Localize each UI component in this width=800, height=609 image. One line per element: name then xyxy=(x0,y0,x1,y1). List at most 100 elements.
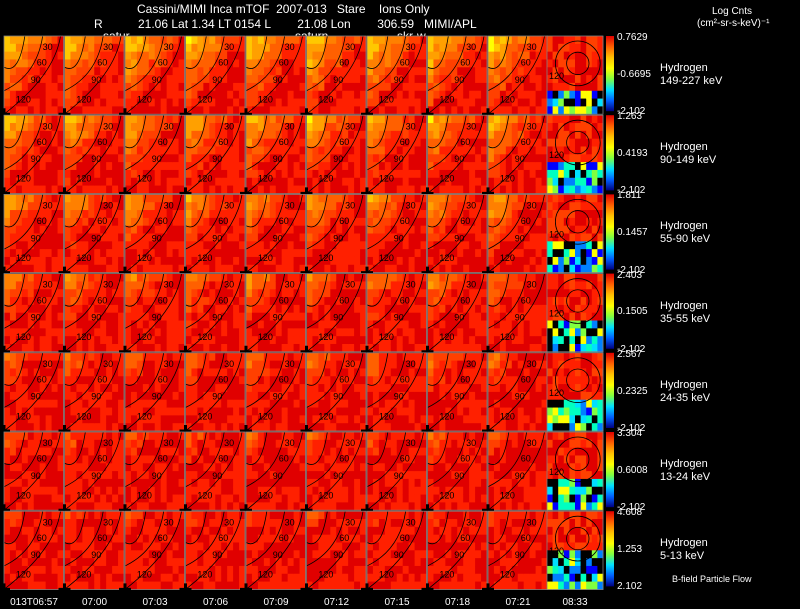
heatmap-cell xyxy=(396,320,404,329)
heatmap-cell xyxy=(414,312,422,322)
heatmap-cell xyxy=(239,225,246,234)
heatmap-cell xyxy=(586,336,593,345)
heatmap-cell xyxy=(82,123,89,132)
heatmap-cell xyxy=(575,304,582,314)
heatmap-cell xyxy=(154,423,162,432)
heatmap-cell xyxy=(130,249,138,258)
heatmap-cell xyxy=(330,194,337,203)
heatmap-cell xyxy=(82,384,89,393)
heatmap-cell xyxy=(463,115,470,124)
heatmap-cell xyxy=(130,320,138,329)
heatmap-cell xyxy=(76,75,83,84)
heatmap-cell xyxy=(82,185,89,194)
heatmap-cell xyxy=(511,289,519,298)
heatmap-cell xyxy=(580,297,587,306)
heatmap-cell xyxy=(82,289,89,298)
heatmap-cell xyxy=(414,43,422,53)
heatmap-cell xyxy=(499,217,507,227)
heatmap-cell xyxy=(535,256,543,266)
heatmap-cell xyxy=(269,138,277,147)
heatmap-cell xyxy=(354,217,361,227)
heatmap-cell xyxy=(586,273,593,282)
heatmap-cell xyxy=(4,185,11,194)
heatmap-cell xyxy=(197,154,204,163)
heatmap-cell xyxy=(221,106,228,115)
heatmap-cell xyxy=(45,67,53,76)
heatmap-cell xyxy=(203,225,210,234)
heatmap-cell xyxy=(312,415,319,424)
heatmap-cell xyxy=(154,281,162,290)
heatmap-cell xyxy=(263,59,271,68)
heatmap-cell xyxy=(39,154,47,163)
heatmap-cell xyxy=(367,194,374,203)
heatmap-cell xyxy=(580,289,587,298)
heatmap-cell xyxy=(336,281,343,290)
contour-line xyxy=(427,273,467,329)
heatmap-cell xyxy=(148,368,156,377)
heatmap-cell xyxy=(275,177,283,187)
contour-line xyxy=(245,115,286,171)
heatmap-cell xyxy=(354,202,361,211)
heatmap-cell xyxy=(281,138,289,147)
heatmap-cell xyxy=(396,256,404,266)
contour-label: 60 xyxy=(521,58,531,68)
heatmap-cell xyxy=(433,82,440,92)
heatmap-cell xyxy=(372,138,380,147)
heatmap-cell xyxy=(541,289,548,298)
heatmap-cell xyxy=(306,217,313,227)
heatmap-cell xyxy=(130,138,138,147)
heatmap-cell xyxy=(439,297,446,306)
heatmap-cell xyxy=(70,210,77,219)
heatmap-cell xyxy=(318,202,325,211)
heatmap-cell xyxy=(239,336,246,345)
heatmap-cell xyxy=(451,328,458,337)
heatmap-cell xyxy=(336,233,343,242)
heatmap-cell xyxy=(136,36,144,45)
contour-label: 120 xyxy=(318,253,333,263)
heatmap-cell xyxy=(597,154,604,163)
heatmap-cell xyxy=(246,138,253,147)
heatmap-cell xyxy=(354,233,361,242)
heatmap-cell xyxy=(106,185,113,194)
heatmap-cell xyxy=(9,304,17,314)
heatmap-cell xyxy=(354,336,361,345)
heatmap-cell xyxy=(142,391,150,401)
heatmap-cell xyxy=(15,36,23,45)
heatmap-cell xyxy=(547,328,554,337)
heatmap-cell xyxy=(251,415,259,424)
heatmap-cell xyxy=(203,130,210,140)
heatmap-cell xyxy=(336,241,343,250)
heatmap-cell xyxy=(15,304,23,314)
heatmap-cell xyxy=(9,256,17,266)
heatmap-cell xyxy=(396,264,404,274)
heatmap-cell xyxy=(51,154,59,163)
heatmap-cell xyxy=(384,304,392,314)
heatmap-cell xyxy=(275,273,283,282)
heatmap-cell xyxy=(246,312,253,322)
heatmap-cell xyxy=(505,43,513,53)
contour-label: 120 xyxy=(258,411,273,421)
heatmap-cell xyxy=(21,194,29,203)
heatmap-cell xyxy=(263,98,271,107)
heatmap-cell xyxy=(481,169,488,179)
heatmap-cell xyxy=(342,336,349,345)
heatmap-cell xyxy=(517,36,525,45)
heatmap-cell xyxy=(591,297,598,306)
heatmap-cell xyxy=(541,194,548,203)
heatmap-cell xyxy=(118,336,125,345)
heatmap-cell xyxy=(445,185,452,194)
heatmap-cell xyxy=(367,185,374,194)
heatmap-cell xyxy=(257,328,265,337)
heatmap-cell xyxy=(306,328,313,337)
heatmap-cell xyxy=(21,289,29,298)
heatmap-cell xyxy=(384,194,392,203)
heatmap-cell xyxy=(324,249,331,258)
heatmap-cell xyxy=(324,202,331,211)
heatmap-cell xyxy=(4,423,11,432)
heatmap-cell xyxy=(9,82,17,92)
heatmap-cell xyxy=(136,98,144,107)
heatmap-cell xyxy=(427,241,434,250)
heatmap-cell xyxy=(100,415,107,424)
heatmap-cell xyxy=(488,241,495,250)
heatmap-cell xyxy=(488,146,495,155)
